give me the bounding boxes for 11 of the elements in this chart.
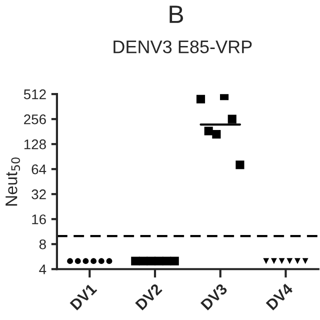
y-tick-label: 512 <box>24 89 46 100</box>
chart-title: B <box>170 6 184 23</box>
chart-subtitle: DENV3 E85-VRP <box>114 40 252 54</box>
y-tick-label: 32 <box>32 189 46 200</box>
y-tick-label: 16 <box>32 214 46 224</box>
y-axis-title: Neut$_{50}$ <box>6 158 20 206</box>
y-tick-label: 128 <box>24 139 46 150</box>
y-tick-label: 64 <box>32 164 46 174</box>
y-tick-label: 4 <box>39 264 46 274</box>
y-tick-label: 8 <box>39 239 46 250</box>
y-tick-label: 256 <box>24 114 46 124</box>
